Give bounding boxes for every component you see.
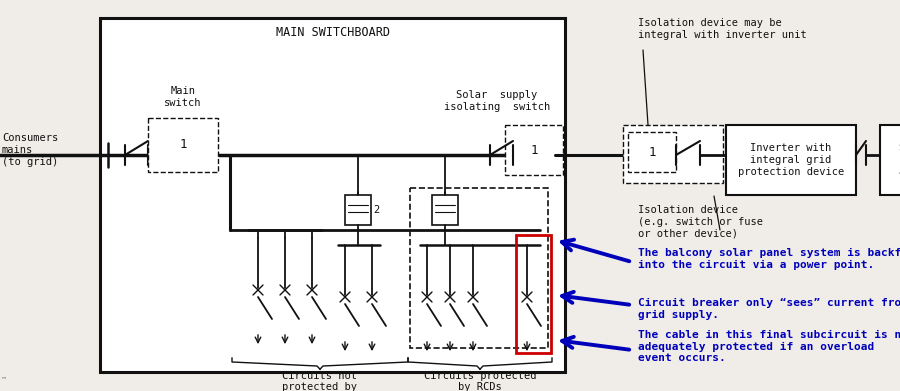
Text: 1: 1 xyxy=(648,145,656,158)
Text: 1: 1 xyxy=(530,143,538,156)
Bar xyxy=(432,195,458,225)
Text: Solar  supply
isolating  switch: Solar supply isolating switch xyxy=(444,90,550,112)
Bar xyxy=(148,118,218,172)
Bar xyxy=(100,18,565,372)
Bar xyxy=(623,125,723,183)
Bar xyxy=(345,195,371,225)
Text: ™: ™ xyxy=(2,376,6,382)
Text: Inverter with
integral grid
protection device: Inverter with integral grid protection d… xyxy=(738,143,844,177)
Bar xyxy=(505,125,563,175)
Text: Solar
(PV)
array: Solar (PV) array xyxy=(898,143,900,177)
Text: Circuits not
protected by
RCDs: Circuits not protected by RCDs xyxy=(283,371,357,391)
Text: 2: 2 xyxy=(373,205,379,215)
Text: Isolation device
(e.g. switch or fuse
or other device): Isolation device (e.g. switch or fuse or… xyxy=(638,205,763,238)
Text: Isolation device may be
integral with inverter unit: Isolation device may be integral with in… xyxy=(638,18,806,39)
Text: Main
switch: Main switch xyxy=(164,86,202,108)
Text: The cable in this final subcircuit is not
adequately protected if an overload
ev: The cable in this final subcircuit is no… xyxy=(638,330,900,363)
Text: Consumers
mains
(to grid): Consumers mains (to grid) xyxy=(2,133,58,167)
Text: Circuit breaker only “sees” current from the
grid supply.: Circuit breaker only “sees” current from… xyxy=(638,298,900,320)
Text: The balcony solar panel system is backfed
into the circuit via a power point.: The balcony solar panel system is backfe… xyxy=(638,248,900,270)
Bar xyxy=(628,132,676,172)
Bar xyxy=(516,235,551,353)
Bar xyxy=(880,125,900,195)
Text: 1: 1 xyxy=(179,138,187,151)
Bar xyxy=(726,125,856,195)
Text: MAIN SWITCHBOARD: MAIN SWITCHBOARD xyxy=(275,26,390,39)
Text: Circuits protected
by RCDs: Circuits protected by RCDs xyxy=(424,371,536,391)
Bar xyxy=(410,188,548,348)
